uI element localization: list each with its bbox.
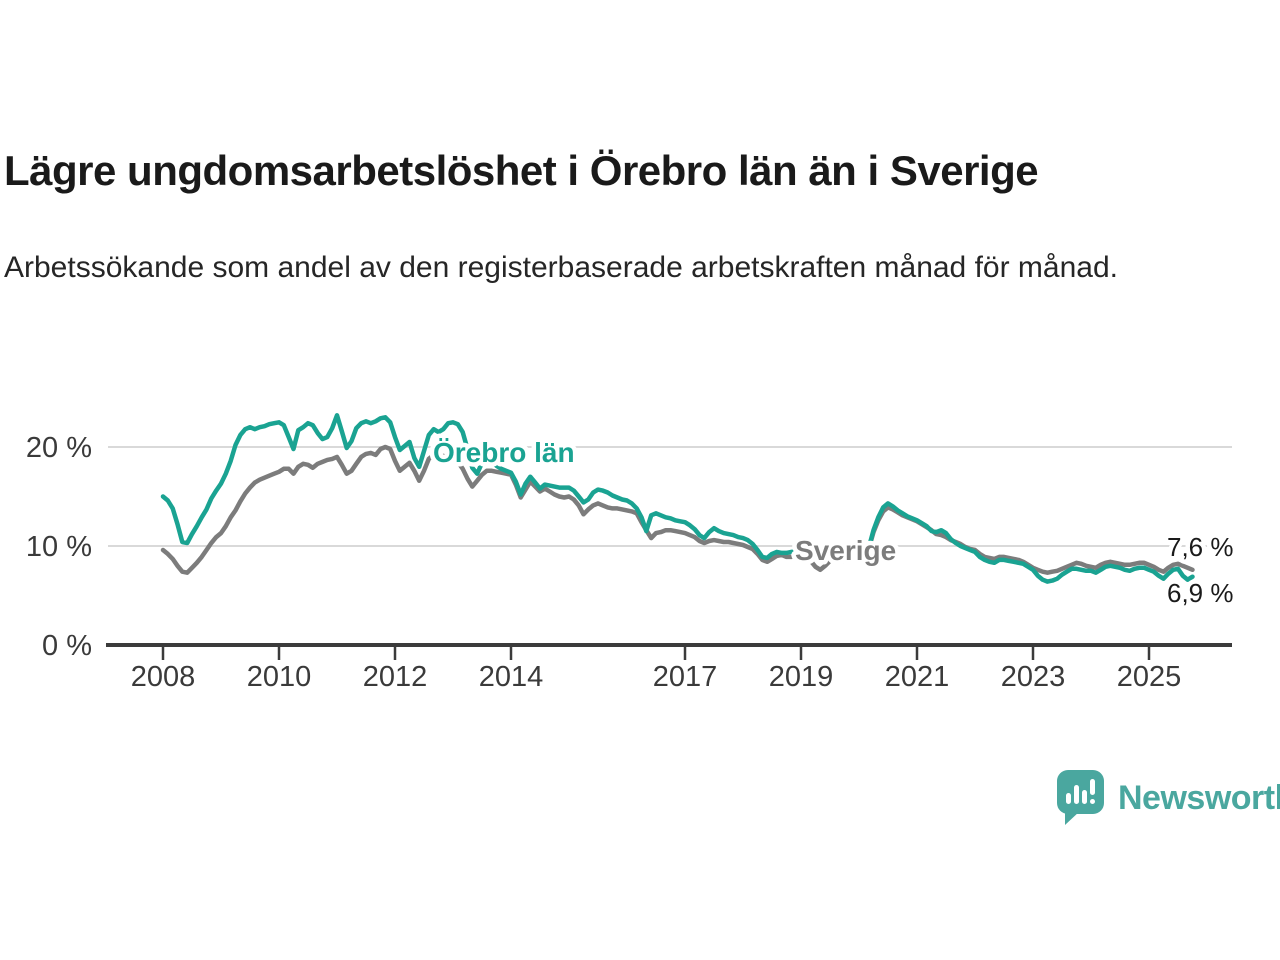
page-subtitle: Arbetssökande som andel av den registerb… bbox=[4, 251, 1118, 284]
end-value-label-orebro: 6,9 % bbox=[1167, 578, 1234, 608]
logo-bar-tall bbox=[1074, 785, 1079, 804]
logo-bar-medium bbox=[1082, 790, 1087, 804]
y-tick-label-0: 0 % bbox=[42, 630, 92, 662]
x-tick-label-2017: 2017 bbox=[653, 661, 718, 693]
logo-exclamation-dot bbox=[1090, 799, 1095, 804]
x-tick-label-2010: 2010 bbox=[247, 661, 312, 693]
logo-bar-small bbox=[1066, 793, 1071, 804]
x-tick-label-2014: 2014 bbox=[479, 661, 544, 693]
page-title: Lägre ungdomsarbetslöshet i Örebro län ä… bbox=[4, 147, 1039, 194]
series-lines bbox=[160, 413, 1195, 584]
x-axis bbox=[106, 643, 1232, 660]
x-tick-label-2021: 2021 bbox=[885, 661, 950, 693]
y-tick-label-20: 20 % bbox=[26, 432, 92, 464]
logo-exclamation-bar bbox=[1090, 779, 1095, 795]
newsworthy-logo-text: Newsworthy bbox=[1118, 778, 1280, 817]
x-tick-label-2025: 2025 bbox=[1117, 661, 1182, 693]
series-label-orebro-lan: Örebro län bbox=[433, 437, 575, 468]
end-value-label-sverige: 7,6 % bbox=[1167, 532, 1234, 562]
newsworthy-logo-icon bbox=[1057, 770, 1104, 825]
x-tick-label-2008: 2008 bbox=[131, 661, 196, 693]
x-tick-label-2023: 2023 bbox=[1001, 661, 1066, 693]
axis-tick-labels: 2008 2010 2012 2014 2017 2019 2021 2023 2025 0 % 1… bbox=[26, 432, 1181, 693]
newsworthy-logo: Newsworthy bbox=[1056, 770, 1280, 826]
x-tick-label-2012: 2012 bbox=[363, 661, 428, 693]
series-label-sverige: Sverige bbox=[795, 535, 896, 566]
y-tick-label-10: 10 % bbox=[26, 531, 92, 563]
x-tick-label-2019: 2019 bbox=[769, 661, 834, 693]
